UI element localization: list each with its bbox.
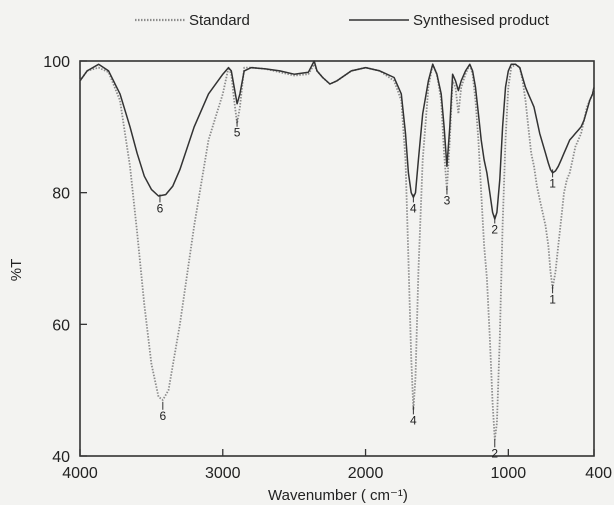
y-axis-title: %T (8, 259, 25, 282)
series-layer (79, 60, 595, 441)
peak-label: 2 (491, 446, 498, 460)
plot-frame (79, 60, 595, 457)
x-tick-label: 4000 (62, 465, 98, 482)
peak-label: 1 (549, 176, 556, 190)
x-axis-title: Wavenumber ( cm⁻¹) (268, 487, 408, 504)
x-tick-label: 400 (585, 465, 612, 482)
peak-label: 1 (549, 292, 556, 306)
peak-label: 4 (410, 201, 417, 215)
legend: Standard Synthesised product (135, 12, 550, 29)
x-tick-label: 2000 (348, 465, 384, 482)
series-line-standard (79, 63, 595, 441)
legend-label-synthesised-product: Synthesised product (413, 12, 550, 29)
peak-label: 6 (159, 409, 166, 423)
x-axis-ticks: 4000 3000 2000 1000 400 (62, 449, 612, 482)
y-axis-ticks: 40 60 80 100 (43, 54, 87, 466)
peak-label: 4 (410, 413, 417, 427)
y-tick-label: 40 (52, 449, 70, 466)
legend-label-standard: Standard (189, 12, 250, 29)
x-tick-label: 1000 (491, 465, 527, 482)
y-tick-label: 60 (52, 317, 70, 334)
peak-label: 5 (234, 126, 241, 140)
series-line-synthesised-product (79, 60, 595, 220)
peak-label: 3 (444, 194, 451, 208)
y-tick-label: 100 (43, 54, 70, 71)
y-tick-label: 80 (52, 186, 70, 203)
peak-annotations: 6 6 5 4 4 3 2 2 1 1 (157, 118, 556, 460)
x-tick-label: 3000 (205, 465, 241, 482)
peak-label: 6 (157, 201, 164, 215)
peak-label: 2 (491, 222, 498, 236)
